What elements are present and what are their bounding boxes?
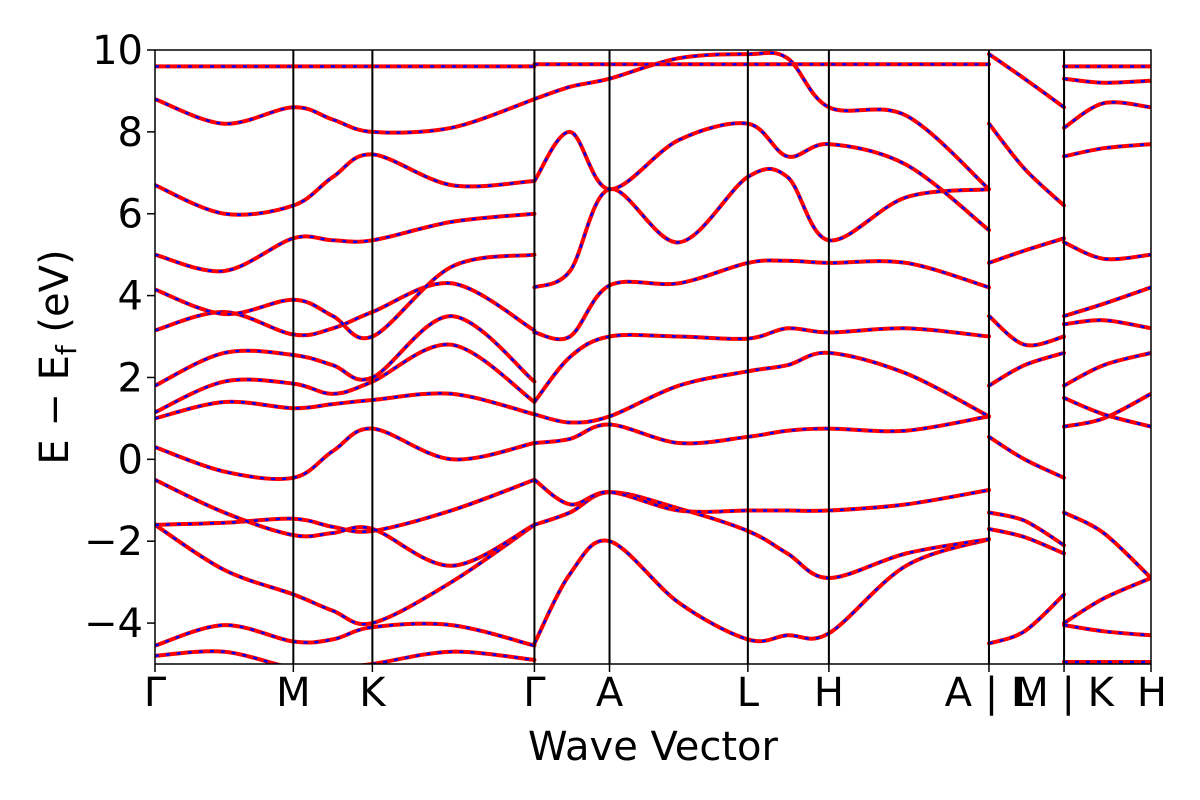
y-axis-ticks: −4 −2 0 2 4 6 8 10	[84, 28, 155, 647]
band-line-dashed-16	[534, 490, 990, 580]
y-tick-label-1: −2	[84, 519, 143, 565]
y-tick-label-6: 8	[118, 110, 143, 156]
band-line-dashed-10	[155, 253, 535, 340]
y-axis-title-unit: (eV)	[32, 249, 78, 345]
y-tick-label-5: 6	[118, 192, 143, 238]
x-tick-label-2: K	[359, 670, 387, 716]
band-line-6	[155, 391, 537, 421]
x-tick-label-1: M	[276, 670, 311, 716]
x-tick-label-5: L	[737, 670, 760, 716]
band-line-dashed-7	[155, 343, 536, 414]
band-line-dashed-28	[988, 511, 1065, 547]
band-line-dashed-26	[988, 593, 1065, 645]
kpoint-lines	[292, 50, 1066, 664]
band-line-dashed-11	[155, 212, 535, 273]
x-tick-label-9: H	[1137, 670, 1167, 716]
band-line-dashed-41	[1063, 351, 1151, 387]
band-line-8	[155, 314, 537, 388]
band-line-dashed-33	[988, 122, 1065, 207]
x-tick-label-4: A	[596, 670, 624, 716]
band-line-dashed-46	[1063, 101, 1151, 129]
band-line-dashed-40	[1063, 396, 1151, 428]
x-tick-label-0: Γ	[144, 670, 167, 716]
band-line-42	[1062, 318, 1151, 331]
x-axis-title: Wave Vector	[528, 724, 779, 770]
y-tick-label-0: −4	[84, 601, 143, 647]
band-line-dashed-2	[155, 523, 536, 626]
band-line-dashed-17	[533, 478, 990, 514]
band-line-48	[1062, 76, 1151, 85]
band-line-dashed-35	[1063, 576, 1151, 625]
band-line-39	[1062, 391, 1151, 429]
band-line-dashed-43	[1063, 286, 1151, 318]
band-line-12	[155, 152, 537, 217]
y-tick-label-2: 0	[118, 437, 143, 483]
band-line-dashed-15	[533, 538, 990, 645]
band-line-1	[155, 621, 537, 648]
y-axis-title-main: E − E	[32, 355, 78, 465]
x-tick-label-8: M | K	[1014, 670, 1115, 716]
band-line-dashed-38	[1063, 511, 1151, 579]
band-line-36	[1062, 623, 1151, 638]
y-tick-label-7: 10	[92, 28, 143, 74]
y-axis-title-subscript: f	[50, 344, 83, 355]
band-line-30	[987, 350, 1066, 388]
band-line-dashed-34	[988, 53, 1065, 109]
band-line-dashed-31	[988, 315, 1065, 347]
x-axis-ticks: Γ M K Γ A L H A | LM | K H	[144, 664, 1167, 716]
band-line-dashed-32	[988, 237, 1065, 265]
band-line-dashed-45	[1063, 142, 1151, 158]
band-line-dashed-23	[533, 121, 990, 232]
bands-layer	[155, 50, 1151, 664]
y-axis-title: E − Ef (eV)	[32, 249, 83, 464]
band-line-dashed-3	[155, 478, 535, 533]
band-line-dashed-44	[1063, 241, 1151, 261]
x-tick-label-7: A | L	[945, 670, 1034, 716]
band-line-dashed-27	[988, 527, 1065, 555]
band-line-dashed-0	[155, 650, 535, 664]
y-tick-label-4: 4	[118, 274, 143, 320]
x-tick-label-6: H	[814, 670, 844, 716]
band-line-dashed-4	[155, 478, 535, 568]
plot-frame	[154, 49, 1152, 665]
band-line-22	[532, 166, 991, 290]
band-line-dashed-13	[155, 97, 535, 134]
y-tick-label-3: 2	[118, 355, 143, 401]
x-tick-label-3: Γ	[523, 670, 546, 716]
band-line-5	[155, 426, 537, 481]
band-line-dashed-24	[534, 51, 990, 191]
band-line-29	[987, 434, 1066, 480]
